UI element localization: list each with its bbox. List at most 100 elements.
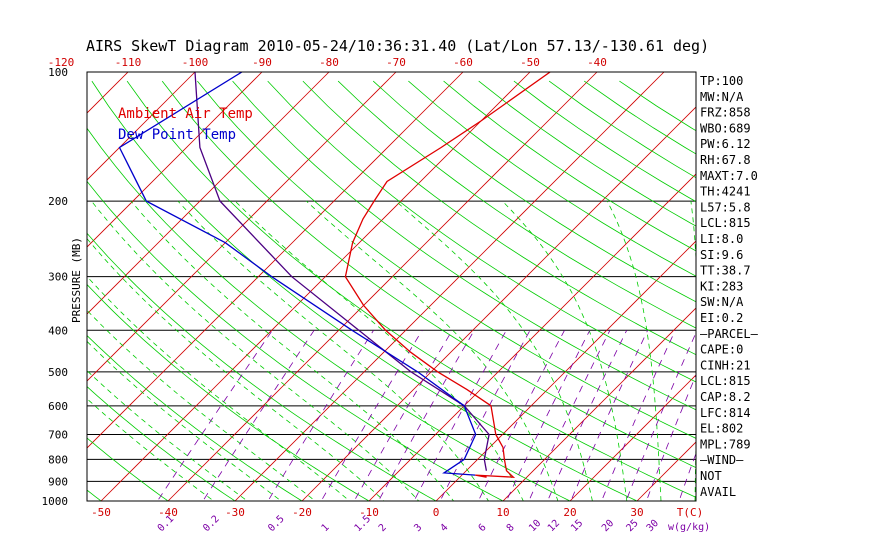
- index-label: TT:38.7: [700, 264, 751, 278]
- pressure-tick-label: 800: [48, 453, 68, 466]
- mixing-ratio-tick-label: 25: [624, 518, 640, 534]
- dry-adiabat-line: [87, 127, 571, 501]
- x-axis-label: T(C): [677, 506, 704, 519]
- moist-adiabat-line: [395, 200, 593, 501]
- top-temp-tick-label: -60: [453, 56, 473, 69]
- top-temp-tick-label: -50: [520, 56, 540, 69]
- isotherm-line: [502, 307, 696, 501]
- index-label: CAP:8.2: [700, 390, 751, 404]
- moist-adiabat-line: [87, 309, 316, 501]
- mixing-ratio-tick-label: 4: [438, 522, 450, 534]
- dry-adiabat-line: [87, 180, 504, 501]
- y-axis-label: PRESSURE (MB): [70, 237, 83, 323]
- plot-frame: [86, 71, 697, 502]
- dry-adiabat-line: [87, 232, 437, 501]
- index-label: TH:4241: [700, 185, 751, 199]
- mixing-ratio-tick-label: 15: [569, 518, 585, 534]
- dry-adiabat-line: [0, 81, 45, 510]
- dry-adiabat-line: [87, 283, 370, 501]
- legend-entry: Ambient Air Temp: [118, 106, 253, 122]
- mixing-ratio-line: [645, 374, 696, 501]
- index-label: —PARCEL—: [700, 327, 759, 341]
- bottom-temp-tick-label: -50: [91, 506, 111, 519]
- dry-adiabat-line: [372, 80, 696, 303]
- mixing-ratio-tick-label: 2: [377, 522, 389, 534]
- pressure-tick-label: 400: [48, 324, 68, 337]
- top-temp-tick-label: -100: [182, 56, 209, 69]
- isotherm-line: [87, 72, 397, 382]
- pressure-tick-label: 100: [48, 66, 68, 79]
- moist-adiabat-line: [87, 398, 215, 501]
- pressure-tick-label: 600: [48, 400, 68, 413]
- mixing-ratio-line: [505, 330, 591, 501]
- mixing-ratio-line: [267, 330, 374, 501]
- pressure-tick-label: 1000: [42, 495, 69, 508]
- mixing-ratio-line: [477, 330, 565, 501]
- dry-adiabat-line: [126, 80, 696, 498]
- dry-adiabat-line: [267, 80, 696, 383]
- mixing-ratio-line: [413, 330, 507, 501]
- top-temp-tick-label: -70: [386, 56, 406, 69]
- index-label: FRZ:858: [700, 106, 751, 120]
- mixing-ratio-tick-label: 3: [412, 522, 424, 534]
- moist-adiabat-line: [130, 200, 455, 501]
- mixing-ratio-tick-label: 6: [477, 522, 489, 534]
- dry-adiabat-line: [302, 80, 696, 356]
- top-temp-tick-label: -120: [48, 56, 75, 69]
- top-temp-tick-label: -80: [319, 56, 339, 69]
- dry-adiabat-line: [232, 80, 696, 411]
- isotherm-line: [87, 72, 330, 315]
- top-temp-tick-label: -90: [252, 56, 272, 69]
- dry-adiabat-line: [161, 80, 696, 468]
- moist-adiabat-line: [87, 340, 282, 501]
- index-label: SW:N/A: [700, 295, 744, 309]
- bottom-temp-tick-label: -10: [359, 506, 379, 519]
- mixing-ratio-tick-label: 0.2: [201, 514, 222, 535]
- isotherm-line: [234, 72, 665, 501]
- index-label: NOT: [700, 469, 722, 483]
- moist-adiabat-line: [502, 200, 628, 501]
- index-label: RH:67.8: [700, 153, 751, 167]
- index-label: MPL:789: [700, 437, 751, 451]
- dry-adiabat-line: [337, 80, 696, 329]
- isotherm-line: [435, 240, 696, 501]
- index-label: LI:8.0: [700, 232, 743, 246]
- dewpoint-profile-line: [118, 72, 477, 476]
- top-temp-tick-label: -110: [115, 56, 142, 69]
- index-label: AVAIL: [700, 485, 736, 499]
- index-label: EL:802: [700, 422, 743, 436]
- mixing-ratio-tick-label: 0.5: [266, 514, 287, 535]
- isotherm-line: [87, 72, 196, 181]
- mixing-ratio-line: [625, 331, 696, 501]
- dry-adiabat-line: [87, 386, 236, 501]
- index-label: SI:9.6: [700, 248, 743, 262]
- temperature-profile-line: [344, 72, 551, 478]
- dry-adiabat-line: [87, 334, 303, 501]
- moist-adiabat-line: [87, 370, 248, 501]
- mixing-ratio-tick-label: 10: [527, 518, 543, 534]
- bottom-temp-tick-label: -20: [292, 506, 312, 519]
- mixing-ratio-line: [678, 452, 696, 501]
- mixing-ratio-tick-label: 1: [320, 522, 332, 534]
- dry-adiabat-line: [91, 80, 639, 501]
- profiles: [118, 72, 551, 478]
- isotherm-line: [838, 72, 870, 501]
- index-label: MW:N/A: [700, 90, 744, 104]
- moist-adiabat-line: [690, 201, 696, 501]
- mixing-ratio-line: [320, 330, 423, 501]
- moist-adiabat-line: [606, 200, 662, 501]
- mixing-ratio-line: [202, 330, 315, 501]
- isotherm-line: [87, 72, 464, 449]
- isotherm-line: [636, 441, 696, 501]
- index-label: KI:283: [700, 279, 743, 293]
- index-label: LCL:815: [700, 216, 751, 230]
- chart-title: AIRS SkewT Diagram 2010-05-24/10:36:31.4…: [86, 37, 709, 55]
- dry-adiabat-line: [87, 437, 169, 501]
- pressure-tick-label: 200: [48, 195, 68, 208]
- mixing-ratio-line: [570, 330, 648, 501]
- isotherm-line: [368, 173, 696, 501]
- isotherm-line: [771, 72, 870, 501]
- isotherm-line: [100, 72, 531, 501]
